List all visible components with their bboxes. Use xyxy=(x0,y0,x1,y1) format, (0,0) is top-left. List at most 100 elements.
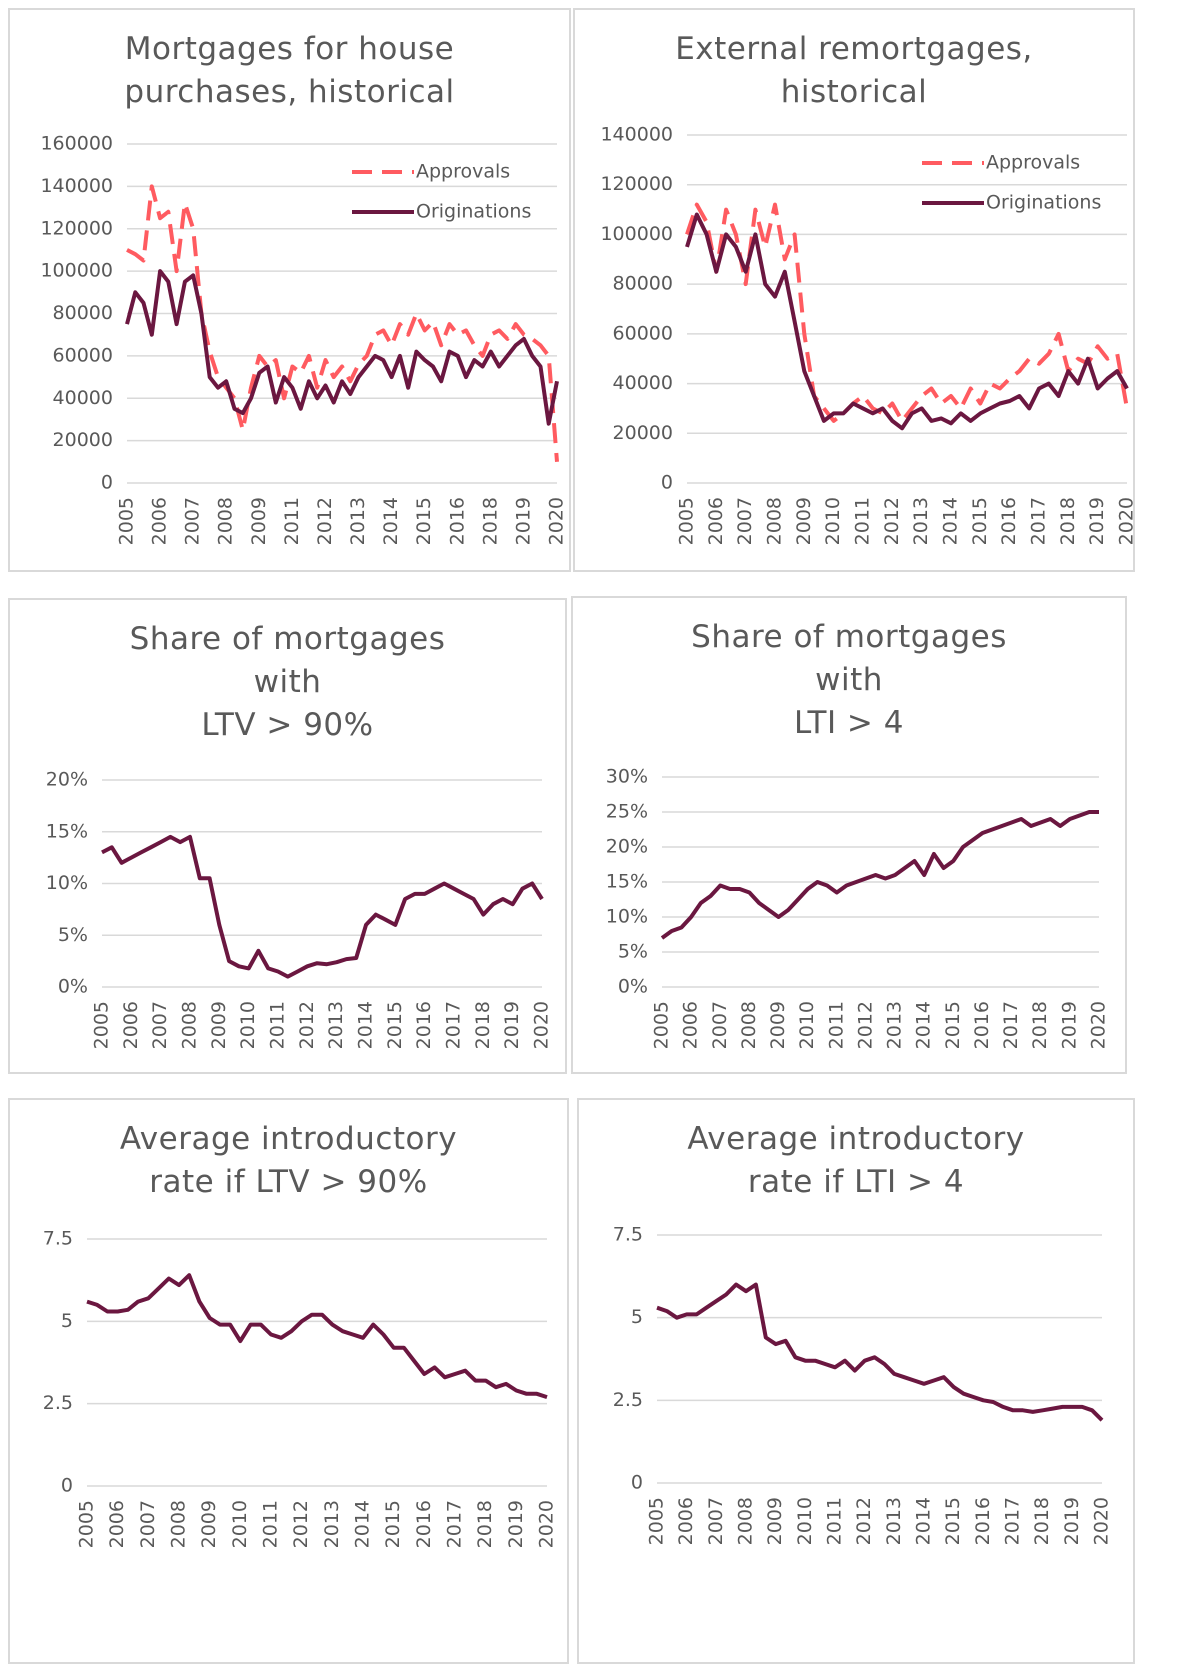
y-tick-label: 0 xyxy=(661,472,673,494)
x-tick-label: 2017 xyxy=(444,1500,466,1548)
x-tick-label: 2013 xyxy=(883,1497,905,1545)
chart: 0% 5% 10% 15% 20% 25% 30% 2005 2006 2007 2008 2009 2… xyxy=(606,766,1110,1050)
x-tick-label: 2014 xyxy=(380,497,402,545)
x-tick-label: 2011 xyxy=(267,1001,289,1049)
x-tick-label: 2006 xyxy=(149,497,171,545)
x-tick-label: 2012 xyxy=(290,1500,312,1548)
x-tick-label: 2011 xyxy=(824,1497,846,1545)
x-tick-label: 2012 xyxy=(314,497,336,545)
x-tick-label: 2020 xyxy=(531,1001,553,1049)
y-tick-label: 100000 xyxy=(600,223,673,245)
x-tick-label: 2015 xyxy=(969,497,991,545)
y-tick-label: 20% xyxy=(46,769,88,791)
chart: 0% 5% 10% 15% 20% 2005 2006 2007 2008 2009 2010 201… xyxy=(46,769,553,1050)
x-tick-label: 2012 xyxy=(296,1001,318,1049)
x-tick-label: 2005 xyxy=(651,1001,673,1049)
x-tick-label: 2013 xyxy=(910,497,932,545)
x-tick-label: 2015 xyxy=(382,1500,404,1548)
y-tick-label: 140000 xyxy=(600,124,673,146)
chart-title: Mortgages for house purchases, historica… xyxy=(124,31,455,110)
chart-title: Average introductory rate if LTI > 4 xyxy=(687,1121,1025,1200)
chart-panel: 0 20000 40000 60000 80000 100000 120000 140000 2… xyxy=(573,8,1138,572)
y-tick-label: 15% xyxy=(606,871,648,893)
x-tick-label: 2012 xyxy=(881,497,903,545)
y-tick-label: 25% xyxy=(606,801,648,823)
y-tick-label: 0% xyxy=(58,976,88,998)
x-tick-label: 2016 xyxy=(971,1001,993,1049)
x-tick-label: 2007 xyxy=(705,1497,727,1545)
legend-label: Originations xyxy=(416,201,531,223)
x-tick-label: 2008 xyxy=(215,497,237,545)
x-tick-label: 2006 xyxy=(120,1001,142,1049)
x-tick-label: 2006 xyxy=(680,1001,702,1049)
x-tick-label: 2016 xyxy=(972,1497,994,1545)
x-tick-label: 2019 xyxy=(1061,1497,1083,1545)
chart: 0 2.5 5 7.5 2005 2006 2007 2008 2009 2010 2011 2012… xyxy=(613,1224,1113,1546)
x-tick-label: 2014 xyxy=(352,1500,374,1548)
y-tick-label: 5% xyxy=(58,924,88,946)
x-tick-label: 2009 xyxy=(198,1500,220,1548)
y-tick-label: 40000 xyxy=(613,372,673,394)
x-tick-label: 2017 xyxy=(1000,1001,1022,1049)
data-line xyxy=(101,834,544,979)
y-tick-label: 100000 xyxy=(40,260,113,282)
x-tick-label: 2009 xyxy=(767,1001,789,1049)
x-tick-label: 2005 xyxy=(676,497,698,545)
x-tick-label: 2015 xyxy=(413,497,435,545)
x-tick-label: 2020 xyxy=(546,497,568,545)
chart-title: Share of mortgages with LTV > 90% xyxy=(129,621,446,743)
y-tick-label: 30% xyxy=(606,766,648,788)
chart-title: Share of mortgages with LTI > 4 xyxy=(691,619,1007,741)
data-line xyxy=(656,1282,1104,1422)
chart-title: External remortgages, historical xyxy=(675,31,1033,110)
x-tick-label: 2005 xyxy=(116,497,138,545)
x-tick-label: 2010 xyxy=(794,1497,816,1545)
chart: 0 20000 40000 60000 80000 100000 120000 140000 1… xyxy=(40,133,568,546)
x-tick-label: 2020 xyxy=(1116,497,1138,545)
y-tick-label: 0 xyxy=(61,1475,73,1497)
x-tick-label: 2015 xyxy=(384,1001,406,1049)
x-tick-label: 2016 xyxy=(446,497,468,545)
x-tick-label: 2020 xyxy=(1088,1001,1110,1049)
x-tick-label: 2015 xyxy=(942,1001,964,1049)
x-tick-label: 2014 xyxy=(913,1497,935,1545)
chart: 0 20000 40000 60000 80000 100000 120000 140000 2… xyxy=(600,124,1138,546)
data-line xyxy=(685,202,1129,423)
y-tick-label: 10% xyxy=(46,872,88,894)
x-tick-label: 2012 xyxy=(853,1497,875,1545)
x-tick-label: 2013 xyxy=(347,497,369,545)
y-tick-label: 20000 xyxy=(53,429,113,451)
x-tick-label: 2011 xyxy=(281,497,303,545)
x-tick-label: 2005 xyxy=(646,1497,668,1545)
legend-label: Originations xyxy=(986,192,1101,214)
chart-panel: 0% 5% 10% 15% 20% 2005 2006 2007 2008 2009 2010 201… xyxy=(8,598,567,1074)
x-tick-label: 2018 xyxy=(1029,1001,1051,1049)
x-tick-label: 2010 xyxy=(229,1500,251,1548)
x-tick-label: 2007 xyxy=(149,1001,171,1049)
x-tick-label: 2016 xyxy=(413,1001,435,1049)
x-tick-label: 2016 xyxy=(413,1500,435,1548)
x-tick-label: 2016 xyxy=(998,497,1020,545)
chart-panel: 0% 5% 10% 15% 20% 25% 30% 2005 2006 2007 2008 2009 2… xyxy=(571,596,1127,1074)
x-tick-label: 2014 xyxy=(940,497,962,545)
x-tick-label: 2012 xyxy=(854,1001,876,1049)
x-tick-label: 2005 xyxy=(76,1500,98,1548)
x-tick-label: 2019 xyxy=(1058,1001,1080,1049)
x-tick-label: 2014 xyxy=(355,1001,377,1049)
x-tick-label: 2009 xyxy=(248,497,270,545)
x-tick-label: 2011 xyxy=(260,1500,282,1548)
y-tick-label: 15% xyxy=(46,820,88,842)
data-line xyxy=(660,810,1099,940)
x-tick-label: 2019 xyxy=(505,1500,527,1548)
x-tick-label: 2008 xyxy=(735,1497,757,1545)
y-tick-label: 120000 xyxy=(600,173,673,195)
data-line xyxy=(125,269,559,426)
data-line xyxy=(685,212,1129,431)
y-tick-label: 140000 xyxy=(40,175,113,197)
legend-label: Approvals xyxy=(986,152,1080,174)
x-tick-label: 2017 xyxy=(1002,1497,1024,1545)
chart: 0 2.5 5 7.5 2005 2006 2007 2008 2009 2010 2011 2012… xyxy=(43,1228,558,1549)
x-tick-label: 2010 xyxy=(237,1001,259,1049)
y-tick-label: 20000 xyxy=(613,422,673,444)
